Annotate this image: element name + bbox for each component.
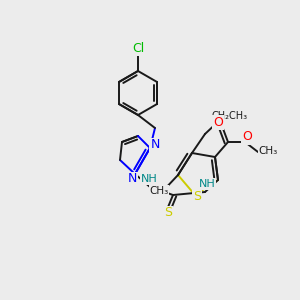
Text: N: N xyxy=(127,172,137,185)
Text: S: S xyxy=(193,190,201,203)
Text: CH₂CH₃: CH₂CH₃ xyxy=(212,111,248,121)
Text: NH: NH xyxy=(199,179,215,189)
Text: Cl: Cl xyxy=(132,41,144,55)
Text: NH: NH xyxy=(141,174,158,184)
Text: S: S xyxy=(164,206,172,220)
Text: CH₃: CH₃ xyxy=(149,186,169,196)
Text: O: O xyxy=(242,130,252,143)
Text: N: N xyxy=(150,139,160,152)
Text: CH₃: CH₃ xyxy=(258,146,278,156)
Text: O: O xyxy=(213,116,223,128)
